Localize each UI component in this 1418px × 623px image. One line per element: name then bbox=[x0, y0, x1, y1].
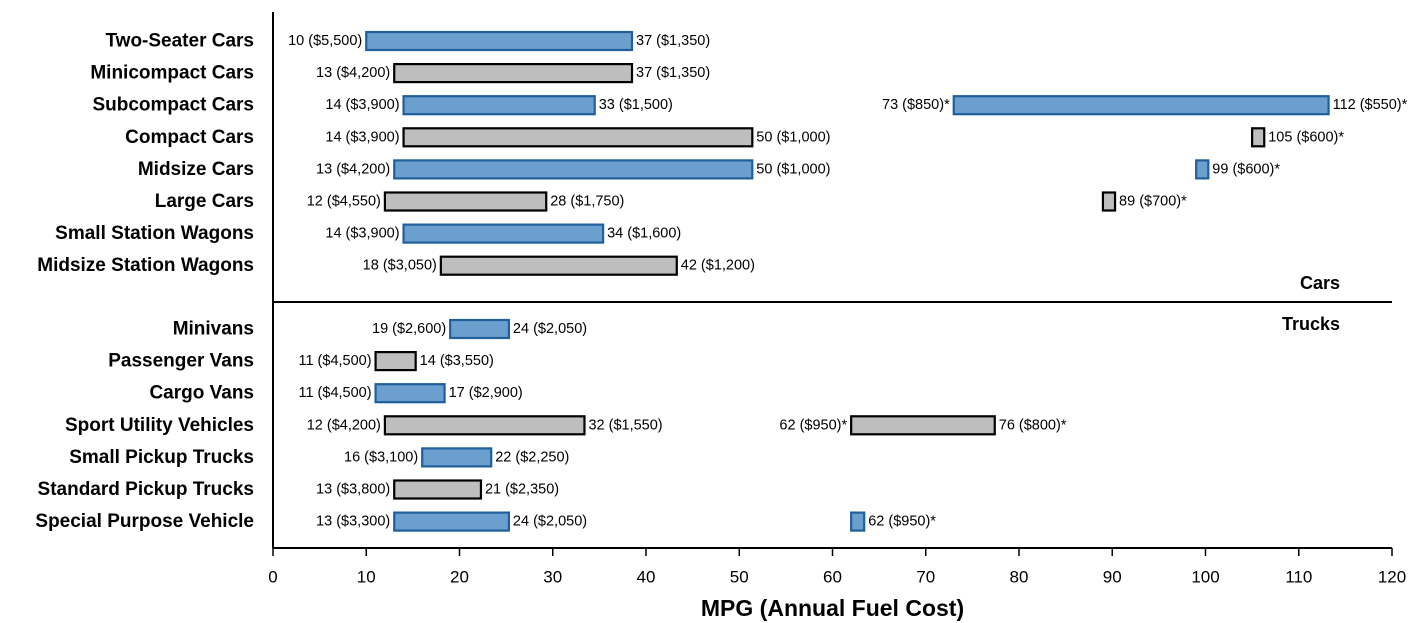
high-value-label: 50 ($1,000) bbox=[756, 129, 830, 145]
low-value-label: 19 ($2,600) bbox=[372, 321, 446, 337]
low-value-label: 13 ($3,800) bbox=[316, 482, 390, 498]
range-bar bbox=[393, 159, 754, 180]
category-label: Sport Utility Vehicles bbox=[65, 415, 254, 436]
x-tick-label: 90 bbox=[1103, 568, 1122, 587]
range-bar bbox=[383, 191, 548, 212]
x-tick-label: 100 bbox=[1191, 568, 1219, 587]
range-bar bbox=[383, 415, 586, 436]
high-value-label: 24 ($2,050) bbox=[513, 321, 587, 337]
high-value-label: 24 ($2,050) bbox=[513, 514, 587, 530]
range-bar bbox=[952, 95, 1330, 116]
low-value-label: 10 ($5,500) bbox=[288, 33, 362, 49]
low-value-label: 14 ($3,900) bbox=[325, 129, 399, 145]
section-label-cars: Cars bbox=[1300, 273, 1340, 293]
section-label-trucks: Trucks bbox=[1282, 314, 1340, 334]
range-bar bbox=[402, 223, 605, 244]
x-tick-label: 20 bbox=[450, 568, 469, 587]
category-label: Special Purpose Vehicle bbox=[35, 511, 254, 532]
x-tick-label: 120 bbox=[1378, 568, 1406, 587]
x-tick-label: 60 bbox=[823, 568, 842, 587]
range-bar bbox=[393, 479, 483, 500]
high-value-label: 17 ($2,900) bbox=[449, 385, 523, 401]
high-value-label: 62 ($950)* bbox=[868, 514, 936, 530]
category-label: Minivans bbox=[173, 319, 254, 340]
x-tick-label: 30 bbox=[543, 568, 562, 587]
category-label: Large Cars bbox=[155, 191, 254, 212]
x-tick-label: 40 bbox=[637, 568, 656, 587]
x-tick-label: 110 bbox=[1285, 568, 1312, 587]
range-bar bbox=[402, 127, 754, 148]
low-value-label: 13 ($3,300) bbox=[316, 514, 390, 530]
range-bar bbox=[1195, 159, 1210, 180]
low-value-label: 13 ($4,200) bbox=[316, 65, 390, 81]
category-label: Small Pickup Trucks bbox=[69, 447, 254, 468]
range-bar bbox=[850, 511, 866, 532]
range-bar bbox=[374, 383, 446, 404]
high-value-label: 34 ($1,600) bbox=[607, 226, 681, 242]
high-value-label: 14 ($3,550) bbox=[420, 353, 494, 369]
category-label: Subcompact Cars bbox=[92, 95, 254, 116]
category-label: Minicompact Cars bbox=[90, 63, 254, 84]
range-bar bbox=[1101, 191, 1117, 212]
range-bar bbox=[439, 255, 678, 276]
x-tick-label: 10 bbox=[357, 568, 376, 587]
high-value-label: 105 ($600)* bbox=[1268, 129, 1344, 145]
category-label: Passenger Vans bbox=[108, 351, 254, 372]
low-value-label: 18 ($3,050) bbox=[363, 258, 437, 274]
range-bar bbox=[449, 318, 511, 340]
high-value-label: 33 ($1,500) bbox=[599, 97, 673, 113]
low-value-label: 12 ($4,550) bbox=[307, 194, 381, 210]
range-bar bbox=[1251, 127, 1266, 148]
x-tick-label: 50 bbox=[730, 568, 749, 587]
x-tick-label: 0 bbox=[268, 568, 277, 587]
high-value-label: 99 ($600)* bbox=[1212, 161, 1280, 177]
category-label: Cargo Vans bbox=[149, 383, 254, 404]
range-bar bbox=[374, 351, 417, 372]
low-value-label: 16 ($3,100) bbox=[344, 449, 418, 465]
high-value-label: 21 ($2,350) bbox=[485, 482, 559, 498]
range-bar bbox=[393, 511, 511, 532]
high-value-label: 76 ($800)* bbox=[999, 417, 1067, 433]
category-label: Small Station Wagons bbox=[55, 223, 254, 244]
category-label: Standard Pickup Trucks bbox=[38, 479, 254, 500]
category-label: Compact Cars bbox=[125, 127, 254, 148]
high-value-label: 37 ($1,350) bbox=[636, 33, 710, 49]
high-value-label: 89 ($700)* bbox=[1119, 194, 1187, 210]
range-bar bbox=[421, 447, 493, 468]
category-label: Midsize Station Wagons bbox=[37, 255, 254, 276]
range-bar bbox=[850, 415, 996, 436]
category-label: Midsize Cars bbox=[138, 159, 254, 180]
x-axis-title: MPG (Annual Fuel Cost) bbox=[701, 595, 964, 621]
low-value-label: 73 ($850)* bbox=[882, 97, 950, 113]
range-bar bbox=[402, 95, 596, 116]
high-value-label: 42 ($1,200) bbox=[681, 258, 755, 274]
category-label: Two-Seater Cars bbox=[105, 31, 254, 52]
range-bar bbox=[393, 62, 634, 84]
low-value-label: 14 ($3,900) bbox=[325, 226, 399, 242]
x-tick-label: 80 bbox=[1010, 568, 1029, 587]
range-bar bbox=[365, 30, 634, 52]
low-value-label: 13 ($4,200) bbox=[316, 161, 390, 177]
high-value-label: 37 ($1,350) bbox=[636, 65, 710, 81]
low-value-label: 11 ($4,500) bbox=[298, 385, 371, 401]
high-value-label: 112 ($550)* bbox=[1333, 97, 1408, 113]
low-value-label: 11 ($4,500) bbox=[298, 353, 371, 369]
low-value-label: 12 ($4,200) bbox=[307, 417, 381, 433]
high-value-label: 50 ($1,000) bbox=[756, 161, 830, 177]
low-value-label: 14 ($3,900) bbox=[325, 97, 399, 113]
low-value-label: 62 ($950)* bbox=[779, 417, 847, 433]
high-value-label: 32 ($1,550) bbox=[588, 417, 662, 433]
high-value-label: 22 ($2,250) bbox=[495, 449, 569, 465]
high-value-label: 28 ($1,750) bbox=[550, 194, 624, 210]
x-tick-label: 70 bbox=[916, 568, 935, 587]
